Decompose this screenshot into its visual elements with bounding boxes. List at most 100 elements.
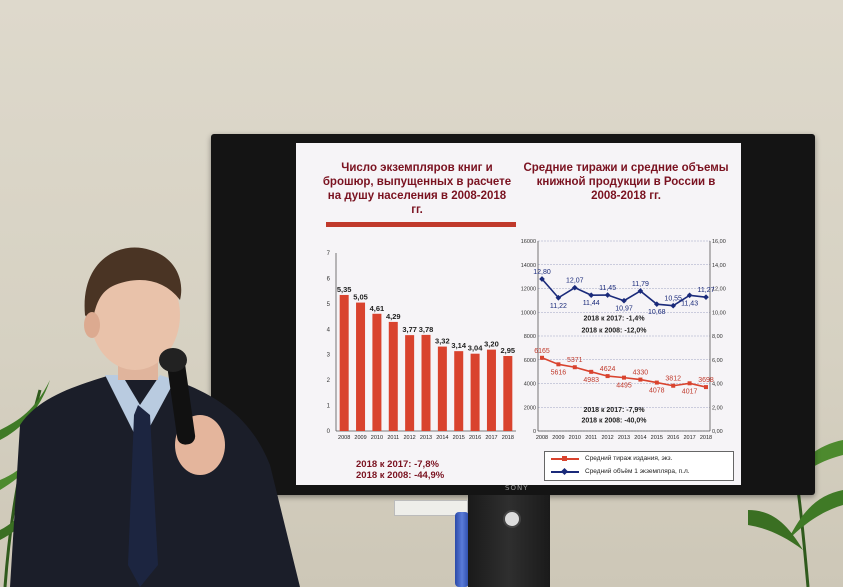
right-chart-right-tick: 14,00 bbox=[712, 263, 726, 269]
x-tick-label: 2010 bbox=[371, 435, 383, 441]
wall-outlet bbox=[394, 500, 468, 516]
bar-value-label: 4,61 bbox=[370, 304, 385, 313]
presentation-slide: Число экземпляров книг и брошюр, выпущен… bbox=[296, 143, 741, 485]
data-label: 5616 bbox=[551, 369, 567, 376]
series-2-point bbox=[653, 301, 660, 308]
series-2-point bbox=[604, 292, 611, 298]
title-underline-bar bbox=[326, 222, 516, 227]
slide-title-left: Число экземпляров книг и брошюр, выпущен… bbox=[322, 162, 512, 216]
data-label: 10,55 bbox=[664, 296, 682, 303]
series-2-point bbox=[703, 294, 709, 300]
data-label: 11,22 bbox=[550, 303, 567, 310]
x-tick-label: 2014 bbox=[436, 435, 448, 441]
data-label: 3698 bbox=[698, 377, 714, 384]
x-tick-label: 2013 bbox=[618, 435, 630, 441]
data-label: 12,07 bbox=[566, 278, 584, 285]
right-note-bottom-1: 2018 к 2017: -7,9% bbox=[583, 407, 645, 414]
bar-value-label: 4,29 bbox=[386, 312, 401, 321]
series-2-point bbox=[539, 276, 545, 282]
bar-2012 bbox=[405, 335, 415, 431]
series-1-point bbox=[654, 380, 659, 385]
right-chart-left-tick: 10000 bbox=[521, 310, 536, 316]
left-y-tick-label: 2 bbox=[327, 378, 331, 384]
x-tick-label: 2012 bbox=[601, 435, 613, 441]
series-1-point bbox=[556, 362, 561, 367]
tv-brand-logo: SONY bbox=[505, 484, 529, 492]
right-chart-left-tick: 2000 bbox=[524, 405, 536, 411]
left-y-tick-label: 7 bbox=[327, 251, 331, 257]
data-label: 4983 bbox=[583, 377, 599, 384]
left-change-notes: 2018 к 2017: -7,8% 2018 к 2008: -44,9% bbox=[356, 459, 444, 481]
bar-2016 bbox=[470, 353, 480, 431]
left-note-2008: 2018 к 2008: -44,9% bbox=[356, 470, 445, 481]
series-1-point bbox=[704, 385, 708, 390]
data-label: 10,97 bbox=[615, 306, 633, 313]
right-chart-right-tick: 12,00 bbox=[712, 287, 726, 293]
right-chart-left-tick: 16000 bbox=[521, 239, 536, 245]
left-y-tick-label: 0 bbox=[327, 429, 331, 435]
data-label: 10,68 bbox=[648, 309, 666, 316]
data-label: 11,43 bbox=[681, 300, 698, 307]
series-2-point bbox=[588, 292, 595, 298]
x-tick-label: 2015 bbox=[453, 435, 465, 441]
series-1-point bbox=[687, 381, 692, 386]
right-note-bottom-2: 2018 к 2008: -40,0% bbox=[582, 418, 648, 425]
x-tick-label: 2009 bbox=[354, 435, 366, 441]
legend-item-volume: Средний объём 1 экземпляра, п.л. bbox=[545, 465, 733, 478]
slide-title-right: Средние тиражи и средние объемы книжной … bbox=[523, 162, 729, 202]
data-label: 11,44 bbox=[583, 300, 600, 307]
right-chart-left-tick: 0 bbox=[533, 429, 536, 435]
x-tick-label: 2008 bbox=[338, 435, 350, 441]
x-tick-label: 2008 bbox=[536, 435, 548, 441]
bar-2017 bbox=[486, 349, 496, 431]
bar-value-label: 3,20 bbox=[484, 340, 499, 349]
right-chart-left-tick: 6000 bbox=[524, 358, 536, 364]
data-label: 12,80 bbox=[533, 269, 551, 276]
x-tick-label: 2016 bbox=[667, 435, 679, 441]
right-note-top-1: 2018 к 2017: -1,4% bbox=[583, 316, 645, 323]
bar-value-label: 3,14 bbox=[451, 341, 466, 350]
right-chart-left-tick: 12000 bbox=[521, 287, 536, 293]
bar-chart-books-per-capita: 0 1 2 3 4 5 6 7 5,35 2008 5,05 2009 4,61 2010 4,29 2011… bbox=[327, 251, 516, 441]
bar-2015 bbox=[454, 351, 464, 431]
x-tick-label: 2010 bbox=[569, 435, 581, 441]
right-chart-right-tick: 2,00 bbox=[712, 405, 723, 411]
right-chart-right-tick: 4,00 bbox=[712, 382, 723, 388]
bar-value-label: 2,95 bbox=[501, 346, 516, 355]
left-y-tick-label: 5 bbox=[327, 302, 331, 308]
legend-label-print-run: Средний тираж издания, экз. bbox=[585, 455, 673, 462]
data-label: 4078 bbox=[649, 388, 665, 395]
series-1-point bbox=[540, 355, 544, 360]
data-label: 4017 bbox=[682, 388, 698, 395]
x-tick-label: 2014 bbox=[634, 435, 646, 441]
bar-2014 bbox=[437, 346, 447, 431]
left-y-tick-label: 1 bbox=[327, 404, 331, 410]
x-tick-label: 2013 bbox=[420, 435, 432, 441]
x-tick-label: 2018 bbox=[502, 435, 514, 441]
legend-line-red bbox=[551, 456, 579, 461]
stand-knob bbox=[503, 510, 521, 528]
x-tick-label: 2011 bbox=[387, 435, 399, 441]
data-label: 11,79 bbox=[632, 281, 649, 288]
legend-item-print-run: Средний тираж издания, экз. bbox=[545, 452, 733, 465]
x-tick-label: 2015 bbox=[651, 435, 663, 441]
bar-2011 bbox=[388, 321, 398, 431]
right-chart-left-tick: 8000 bbox=[524, 334, 536, 340]
bar-value-label: 3,32 bbox=[435, 337, 450, 346]
right-note-top-2: 2018 к 2008: -12,0% bbox=[582, 327, 648, 334]
bar-2008 bbox=[339, 294, 349, 431]
series-1-point bbox=[572, 365, 577, 370]
bar-value-label: 3,78 bbox=[419, 325, 434, 334]
bar-value-label: 3,77 bbox=[402, 325, 417, 334]
legend-line-blue bbox=[551, 467, 579, 476]
right-chart-left-tick: 4000 bbox=[524, 382, 536, 388]
data-label: 3812 bbox=[665, 376, 681, 383]
left-note-2017: 2018 к 2017: -7,8% bbox=[356, 459, 439, 470]
x-tick-label: 2012 bbox=[404, 435, 416, 441]
right-chart-right-tick: 6,00 bbox=[712, 358, 723, 364]
legend-label-volume: Средний объём 1 экземпляра, п.л. bbox=[585, 468, 690, 475]
line-chart-print-runs: 0 0,00 2000 2,00 4000 4,00 6000 6,00 8000 8,00 100… bbox=[521, 239, 726, 441]
cable bbox=[455, 512, 469, 587]
right-chart-left-tick: 14000 bbox=[521, 263, 536, 269]
tv-stand bbox=[468, 495, 550, 587]
